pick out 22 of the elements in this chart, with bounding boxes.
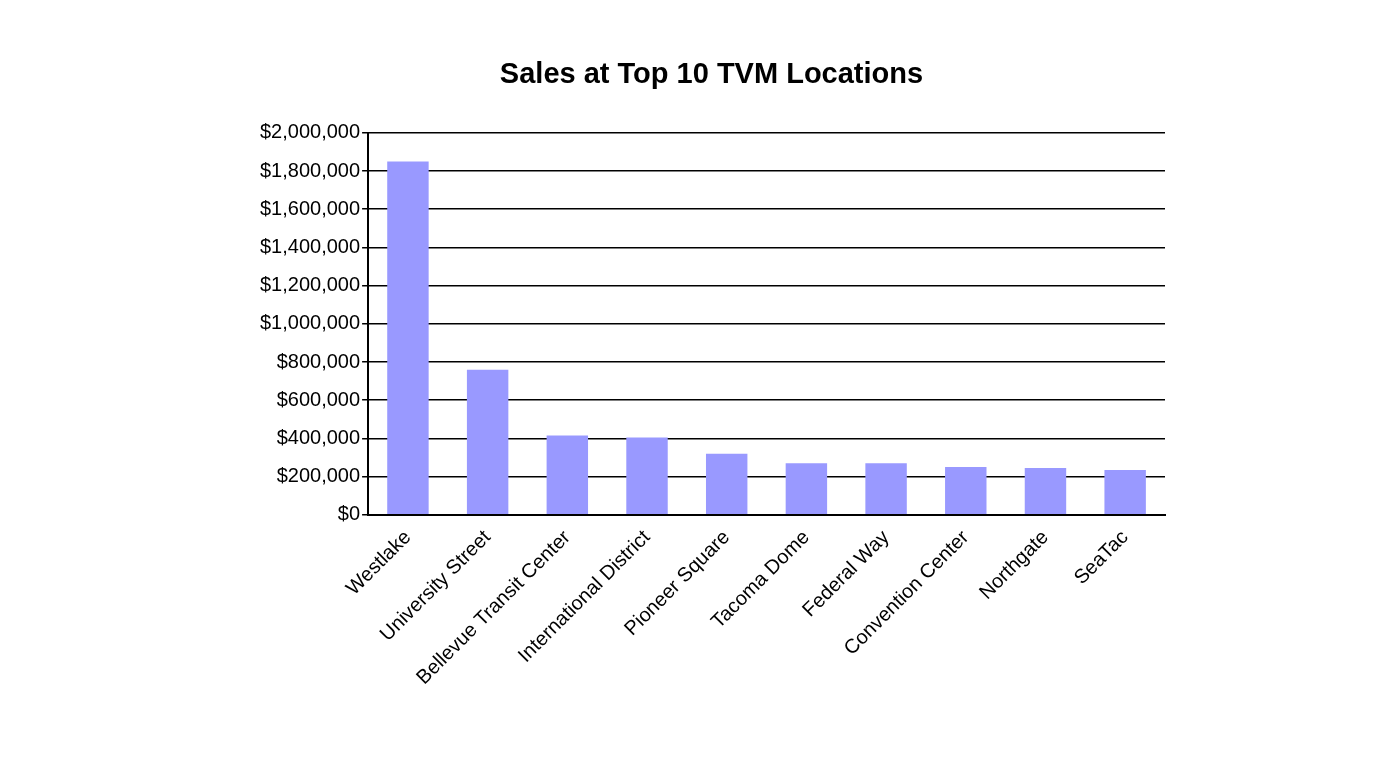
- bar: [387, 161, 429, 515]
- y-tick-label: $600,000: [276, 387, 361, 410]
- y-tick-label: $200,000: [276, 464, 361, 487]
- y-tick-label: $1,400,000: [259, 234, 361, 257]
- y-tick-label: $1,000,000: [259, 311, 361, 334]
- bar: [785, 463, 828, 515]
- y-tick-label: $1,200,000: [259, 273, 361, 296]
- y-tick-label: $400,000: [276, 425, 361, 448]
- bar: [466, 369, 509, 515]
- y-tick-label: $800,000: [276, 349, 361, 372]
- bar: [1104, 469, 1146, 515]
- bar: [865, 463, 907, 515]
- y-tick-label: $1,800,000: [259, 158, 361, 181]
- bar: [626, 437, 668, 515]
- bar: [1024, 467, 1067, 515]
- bar: [546, 435, 589, 515]
- chart-title: Sales at Top 10 TVM Locations: [499, 57, 924, 90]
- y-tick-label: $1,600,000: [259, 196, 361, 219]
- bar: [945, 467, 987, 515]
- bar: [705, 453, 748, 515]
- y-tick-label: $0: [337, 502, 361, 525]
- y-tick-label: $2,000,000: [259, 120, 361, 143]
